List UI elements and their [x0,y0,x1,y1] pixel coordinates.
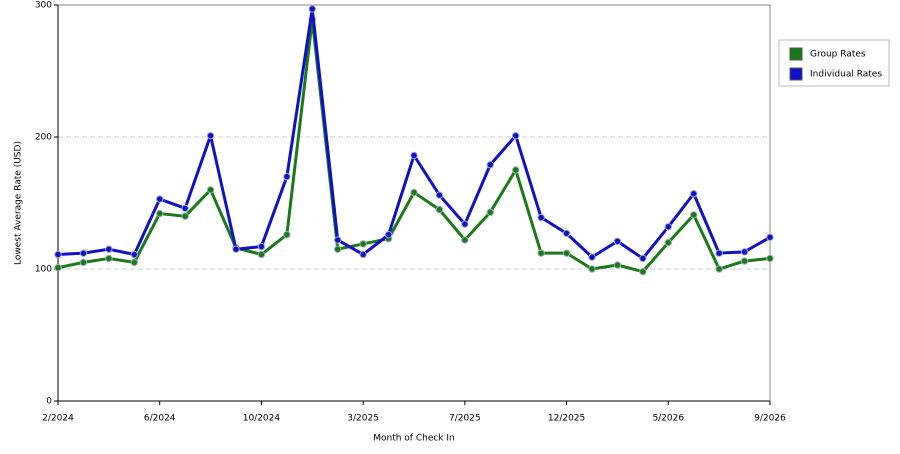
data-point [766,254,774,263]
x-tick-label: 10/2024 [243,414,281,424]
data-point [334,245,342,253]
data-point [512,166,520,174]
legend-swatch [789,67,803,81]
data-point [410,188,418,197]
x-tick-label: 12/2025 [548,414,585,424]
data-point [181,212,189,220]
data-point [740,248,749,256]
data-point [181,204,189,212]
data-point [308,5,316,13]
y-tick-label: 0 [46,397,52,407]
data-point [613,261,622,269]
x-tick-label: 6/2024 [144,414,176,424]
data-point [486,161,494,169]
plot-frame [57,4,771,402]
data-point [359,250,367,259]
data-point [384,230,393,239]
data-point [690,190,698,198]
data-point [740,257,749,265]
data-point [130,250,138,259]
x-tick-label: 5/2026 [652,414,684,424]
data-point [105,245,113,253]
data-point [562,249,571,257]
data-point [639,254,647,263]
data-point [79,258,88,267]
x-axis-title: Month of Check In [373,434,455,444]
data-point [156,195,164,203]
data-point [206,131,215,140]
data-point [461,220,469,228]
x-tick-label: 3/2025 [347,414,379,424]
data-point [105,254,113,263]
data-point [588,253,596,261]
data-point [232,245,240,253]
data-point [435,205,444,214]
data-point [562,229,571,238]
x-tick-label: 2/2024 [42,414,74,424]
data-point [715,265,723,273]
data-point [54,263,62,272]
series-line [57,7,771,260]
data-point [410,151,418,160]
legend-label: Individual Rates [810,70,882,80]
y-tick-label: 200 [35,133,52,143]
data-point [715,249,723,257]
data-point [588,265,596,273]
y-tick-label: 300 [35,1,52,11]
data-point [130,258,138,267]
data-point [334,236,342,244]
x-tick-label: 9/2026 [754,414,786,424]
legend-label: Group Rates [810,50,866,60]
legend-swatch [789,47,803,61]
data-point [537,213,545,222]
data-point [79,249,88,257]
data-point [766,233,774,242]
data-point [156,209,164,218]
x-tick-label: 7/2025 [449,414,481,424]
data-point [54,250,62,259]
data-point [664,238,672,247]
data-point [283,230,291,239]
data-point [359,240,367,248]
data-point [461,236,469,244]
data-point [486,208,494,216]
y-axis-title: Lowest Average Rate (USD) [14,141,24,265]
data-point [206,186,215,194]
data-point [537,249,545,257]
data-point [613,237,622,245]
data-point [512,131,520,140]
data-point [435,191,444,199]
y-tick-label: 100 [35,265,52,275]
data-point [639,267,647,276]
data-point [664,223,672,231]
data-point [257,250,266,259]
data-point [690,211,698,219]
data-point [257,242,266,251]
data-point [283,172,291,181]
